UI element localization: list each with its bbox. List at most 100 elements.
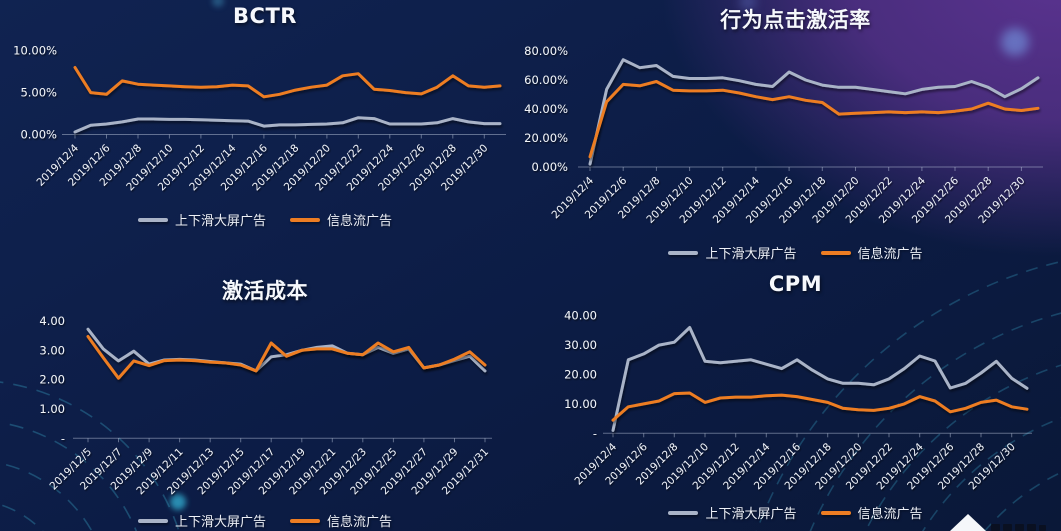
- x-axis-label: 2019/12/16: [744, 174, 796, 226]
- y-axis-label: 5.00%: [20, 86, 57, 100]
- series-line-feed-ad: [611, 391, 1029, 422]
- legend-item-feed-ad[interactable]: 信息流广告: [820, 243, 923, 262]
- chart-title-cpm: CPM: [768, 272, 823, 296]
- x-axis-label: 2019/12/25: [348, 446, 399, 497]
- legend-label-slide-fullscreen-ad: 上下滑大屏广告: [174, 515, 266, 530]
- chart-title-activation-cost: 激活成本: [222, 279, 308, 303]
- x-axis-label: 2019/12/15: [196, 446, 247, 497]
- x-axis-label: 2019/12/30: [967, 441, 1018, 492]
- legend-label-feed-ad: 信息流广告: [857, 507, 923, 522]
- x-axis-label: 2019/12/8: [98, 142, 145, 189]
- y-axis-label: 4.00: [39, 314, 65, 328]
- x-axis-label: 2019/12/24: [875, 441, 927, 493]
- x-axis-label: 2019/12/6: [603, 441, 650, 488]
- x-axis-label: 2019/12/24: [345, 142, 397, 194]
- series-line-slide-fullscreen-ad: [86, 327, 487, 373]
- x-axis-label: 2019/12/20: [813, 441, 864, 492]
- x-axis-label: 2019/12/28: [943, 175, 994, 226]
- legend-item-feed-ad[interactable]: 信息流广告: [820, 503, 923, 522]
- x-axis-label: 2019/12/28: [408, 142, 459, 193]
- y-axis-label: 30.00: [564, 338, 597, 352]
- legend-item-feed-ad[interactable]: 信息流广告: [290, 511, 392, 530]
- x-axis-label: 2019/12/10: [644, 175, 695, 226]
- x-axis-label: 2019/12/24: [877, 174, 929, 226]
- y-axis-label: 0.00%: [20, 128, 57, 142]
- x-axis-label: 2019/12/14: [711, 174, 763, 226]
- x-axis-label: 2019/12/28: [936, 441, 987, 492]
- y-axis-label: -: [61, 431, 65, 445]
- x-axis-label: 2019/12/4: [573, 441, 620, 488]
- x-axis-label: 2019/12/9: [109, 446, 156, 493]
- x-axis-label: 2019/12/11: [134, 446, 185, 497]
- y-axis-label: 80.00%: [524, 44, 568, 58]
- x-axis-label: 2019/12/16: [219, 142, 271, 194]
- chart-title-bctr: BCTR: [233, 4, 297, 28]
- y-axis-label: 3.00: [39, 343, 65, 357]
- x-axis-label: 2019/12/8: [616, 175, 663, 222]
- legend-swatch-feed-ad: [290, 217, 320, 222]
- legend-activation-cost: 上下滑大屏广告 信息流广告: [0, 511, 530, 530]
- legend-swatch-slide-fullscreen-ad: [668, 510, 699, 515]
- x-axis-label: 2019/12/20: [810, 175, 861, 226]
- legend-item-slide-fullscreen-ad[interactable]: 上下滑大屏广告: [668, 503, 797, 522]
- legend-item-slide-fullscreen-ad[interactable]: 上下滑大屏广告: [137, 511, 266, 530]
- x-axis-label: 2019/12/19: [257, 446, 308, 497]
- x-axis-label: 2019/12/14: [721, 441, 773, 493]
- x-axis-label: 2019/12/8: [634, 441, 681, 488]
- legend-swatch-feed-ad: [290, 518, 320, 523]
- legend-label-feed-ad: 信息流广告: [327, 214, 393, 229]
- series-line-feed-ad: [73, 66, 502, 99]
- legend-label-feed-ad: 信息流广告: [857, 247, 923, 262]
- x-axis-label: 2019/12/31: [440, 446, 491, 497]
- legend-bctr: 上下滑大屏广告 信息流广告: [0, 210, 530, 229]
- logo-wordmark: [991, 524, 1046, 531]
- chart-bctr: 10.00%5.00%0.00%2019/12/42019/12/62019/1…: [13, 44, 506, 194]
- y-axis-label: 1.00: [39, 402, 65, 416]
- chart-title-behavior-click-activation-rate: 行为点击激活率: [720, 8, 871, 32]
- x-axis-label: 2019/12/22: [844, 175, 895, 226]
- series-line-slide-fullscreen-ad: [73, 116, 502, 134]
- x-axis-label: 2019/12/5: [48, 446, 95, 493]
- x-axis-label: 2019/12/22: [844, 441, 895, 492]
- legend-behavior-click-activation-rate: 上下滑大屏广告 信息流广告: [530, 243, 1061, 262]
- legend-swatch-feed-ad: [820, 510, 851, 515]
- y-axis-label: -: [593, 426, 597, 440]
- dashed-arcs-bottom-right: [755, 260, 1061, 531]
- legend-label-slide-fullscreen-ad: 上下滑大屏广告: [705, 247, 797, 262]
- dashed-arcs-bottom-left: [0, 381, 180, 531]
- y-axis-label: 10.00: [564, 397, 597, 411]
- chart-activation-cost: 4.003.002.001.00-2019/12/52019/12/72019/…: [39, 314, 492, 497]
- y-axis-label: 10.00%: [13, 44, 57, 58]
- y-axis-label: 2.00: [39, 373, 65, 387]
- x-axis-label: 2019/12/17: [226, 446, 277, 497]
- legend-item-slide-fullscreen-ad[interactable]: 上下滑大屏广告: [668, 243, 797, 262]
- legend-item-feed-ad[interactable]: 信息流广告: [290, 210, 392, 229]
- glow-dot-top-left: [212, 0, 224, 7]
- y-axis-label: 40.00%: [524, 102, 568, 116]
- chart-cpm: 40.0030.0020.0010.00-2019/12/42019/12/62…: [564, 309, 1032, 493]
- y-axis-label: 20.00: [564, 368, 597, 382]
- legend-swatch-slide-fullscreen-ad: [137, 217, 168, 222]
- glow-dot-blue: [1001, 28, 1029, 56]
- x-axis-label: 2019/12/10: [124, 142, 175, 193]
- y-axis-label: 0.00%: [531, 160, 568, 174]
- legend-cpm: 上下滑大屏广告 信息流广告: [530, 503, 1061, 522]
- x-axis-label: 2019/12/18: [250, 142, 301, 193]
- x-axis-label: 2019/12/22: [313, 142, 364, 193]
- glow-dot-teal: [170, 494, 186, 510]
- x-axis-label: 2019/12/16: [752, 441, 804, 493]
- y-axis-label: 60.00%: [524, 73, 568, 87]
- x-axis-label: 2019/12/12: [156, 142, 207, 193]
- y-axis-label: 40.00: [564, 309, 597, 323]
- x-axis-label: 2019/12/6: [583, 174, 630, 221]
- legend-label-feed-ad: 信息流广告: [327, 515, 393, 530]
- x-axis-label: 2019/12/18: [783, 441, 834, 492]
- legend-item-slide-fullscreen-ad[interactable]: 上下滑大屏广告: [137, 210, 266, 229]
- x-axis-label: 2019/12/30: [439, 142, 490, 193]
- legend-swatch-slide-fullscreen-ad: [137, 518, 168, 523]
- series-line-slide-fullscreen-ad: [588, 58, 1040, 166]
- x-axis-label: 2019/12/26: [905, 441, 957, 493]
